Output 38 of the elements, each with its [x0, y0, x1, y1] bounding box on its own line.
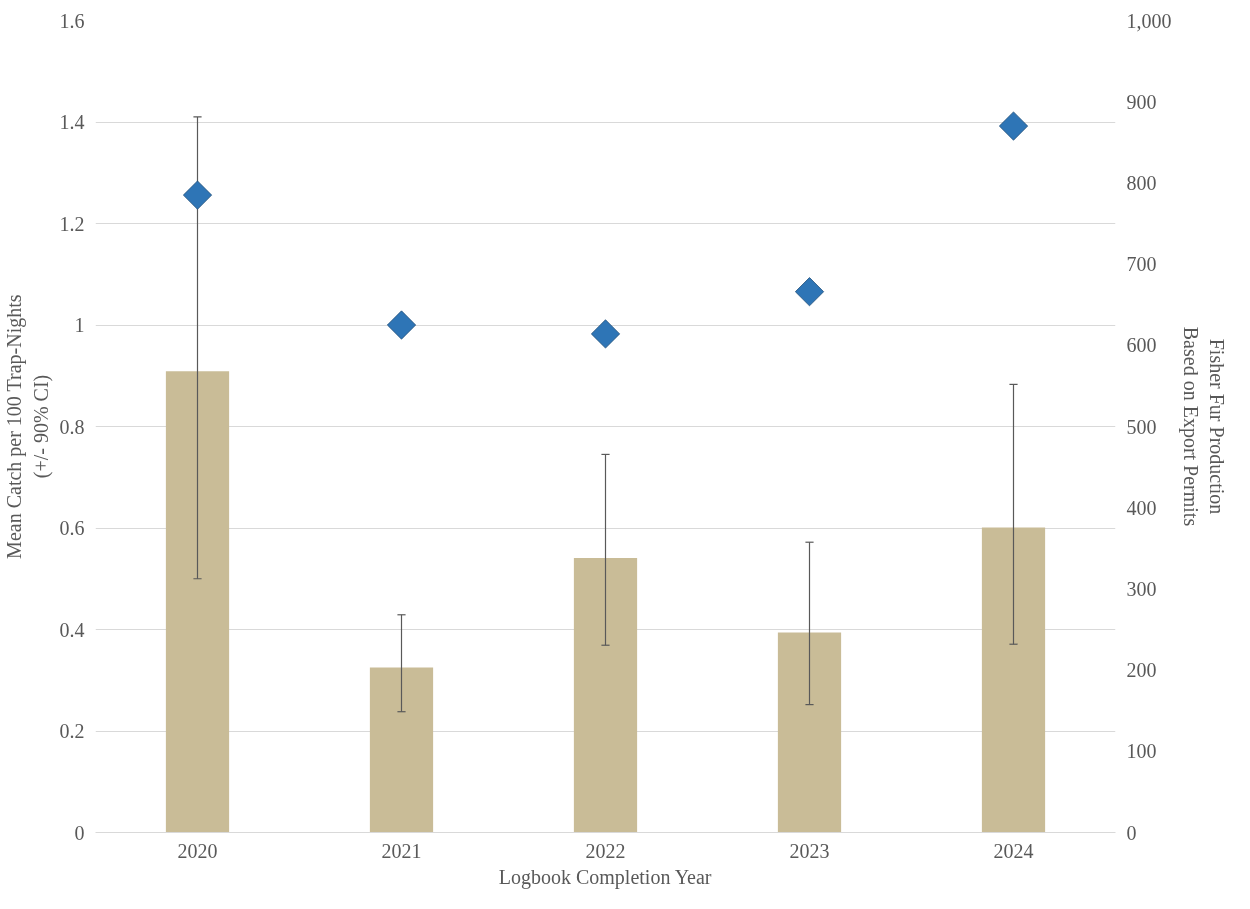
- y-tick-label: 1: [74, 314, 85, 336]
- y-tick-label: 0.4: [59, 618, 85, 641]
- x-tick-label: 2021: [381, 839, 422, 862]
- bar: [981, 527, 1046, 833]
- y2-tick-label: 300: [1126, 577, 1157, 600]
- y-tick-label: 0.6: [59, 517, 85, 539]
- bar: [369, 667, 434, 833]
- point: [386, 310, 417, 340]
- bar: [165, 371, 230, 833]
- y2-tick-label: 800: [1126, 171, 1157, 194]
- y2-tick-label: 500: [1126, 415, 1157, 438]
- point: [182, 180, 213, 210]
- y-axis-title: Mean Catch per 100 Trap-Nights (+/- 90% CI): [3, 294, 53, 559]
- y-tick-label: 0.2: [59, 720, 85, 742]
- y2-tick-label: 100: [1126, 740, 1157, 763]
- y2-tick-label: 400: [1126, 496, 1157, 519]
- y2-tick-label: 0: [1126, 821, 1137, 844]
- y2-tick-label: 700: [1126, 253, 1157, 276]
- y-tick-label: 0.8: [59, 415, 85, 438]
- y-tick-label: 1.4: [59, 111, 85, 133]
- y-tick-label: 0: [74, 821, 85, 844]
- point: [794, 277, 825, 307]
- bar: [573, 557, 638, 833]
- point: [590, 319, 621, 349]
- y2-axis-title: Fisher Fur Production Based on Export Permits: [1178, 326, 1228, 527]
- x-tick-label: 2020: [177, 839, 218, 862]
- x-tick-label: 2023: [789, 839, 830, 862]
- x-tick-label: 2024: [993, 839, 1034, 862]
- point: [998, 111, 1029, 141]
- y-tick-label: 1.2: [59, 212, 85, 235]
- y2-tick-label: 900: [1126, 90, 1157, 113]
- x-axis-title: Logbook Completion Year: [498, 865, 712, 889]
- bar: [777, 632, 842, 833]
- y-tick-label: 1.6: [59, 9, 85, 32]
- x-tick-label: 2022: [585, 839, 626, 862]
- y2-tick-label: 200: [1126, 659, 1157, 682]
- y2-tick-label: 1,000: [1126, 9, 1172, 32]
- y2-tick-label: 600: [1126, 334, 1157, 357]
